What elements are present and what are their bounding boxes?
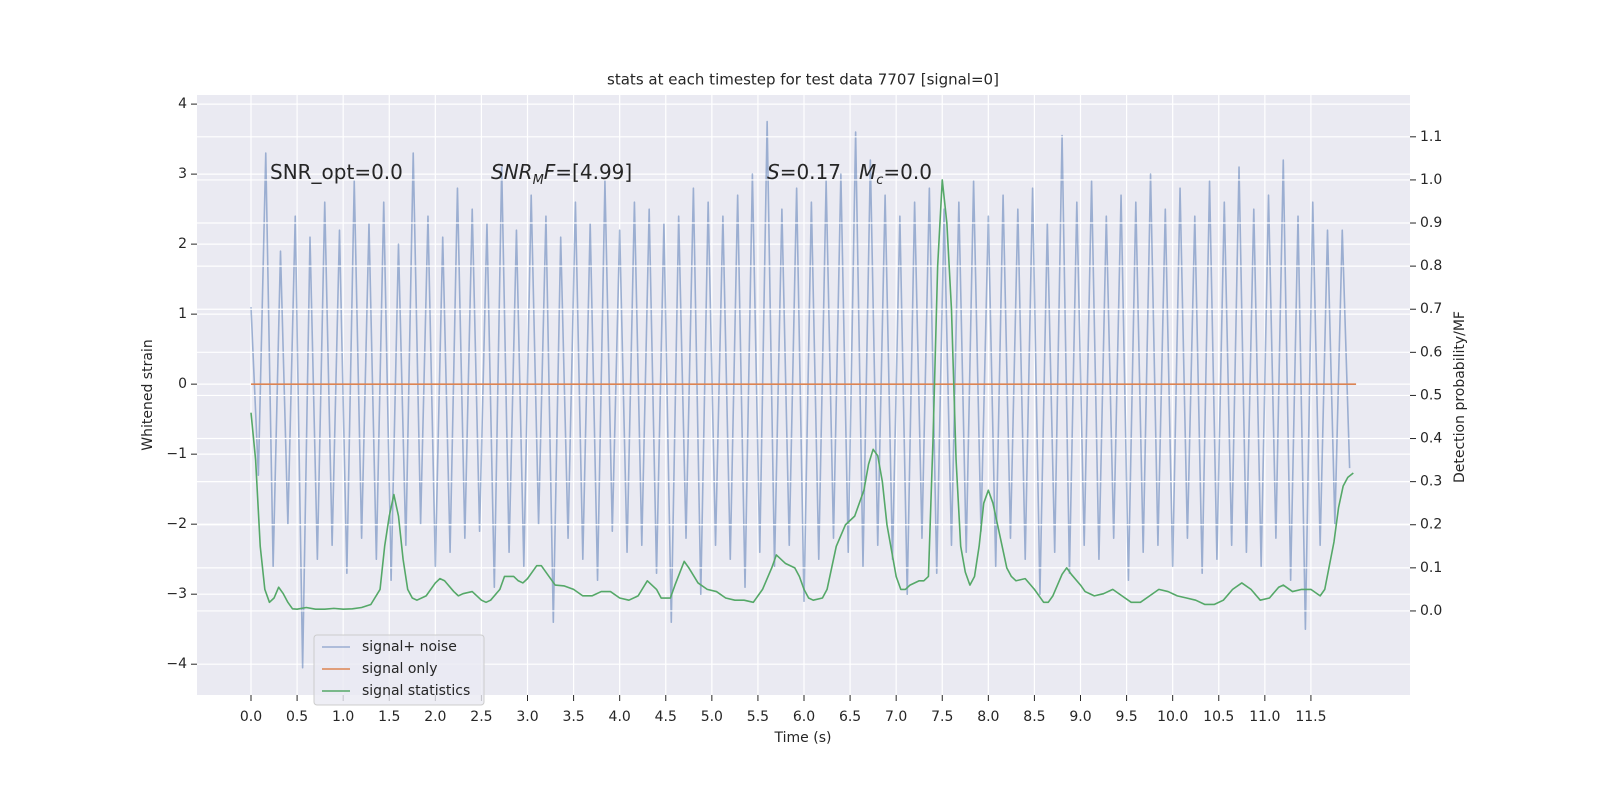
x-tick-label: 6.5: [839, 709, 861, 725]
x-tick-label: 0.5: [286, 709, 308, 725]
x-tick-label: 2.0: [424, 709, 446, 725]
y-tick-label: 3: [178, 166, 187, 182]
x-tick-label: 6.0: [793, 709, 815, 725]
chart-title: stats at each timestep for test data 770…: [607, 71, 999, 89]
x-tick-label: 3.5: [562, 709, 584, 725]
x-tick-label: 9.5: [1115, 709, 1137, 725]
y-tick-label: 4: [178, 96, 187, 112]
y2-axis-label: Detection probability/MF: [1452, 311, 1468, 483]
x-tick-label: 0.0: [240, 709, 262, 725]
y2-tick-label: 1.1: [1420, 129, 1442, 145]
x-axis-label: Time (s): [774, 730, 832, 746]
y-tick-label: −4: [166, 656, 187, 672]
axes: 0.0 0.5 1.0 1.5 2.0 2.5 3.0 3.5 4.0 4.5 5.0 5.5 6.0 6…: [166, 96, 1442, 725]
legend-label: signal statistics: [362, 683, 470, 699]
legend-box: [313, 634, 485, 706]
x-tick-label: 5.5: [747, 709, 769, 725]
annotation: SNRMF=[4.99]: [491, 160, 632, 189]
legend-label: signal+ noise: [362, 639, 457, 655]
legend: signal+ noise signal only signal statistic…: [313, 634, 485, 706]
annotation: S=0.17: [767, 160, 841, 184]
y2-tick-label: 0.6: [1420, 344, 1442, 360]
annotation-part: =0.0: [883, 160, 932, 184]
annotation-part: SNR_opt=0.0: [270, 160, 403, 184]
y2-tick-label: 0.9: [1420, 215, 1442, 231]
y2-tick-label: 0.2: [1420, 517, 1442, 533]
y2-tick-label: 0.8: [1420, 258, 1442, 274]
annotation-part: =0.17: [780, 160, 841, 184]
x-tick-label: 11.0: [1249, 709, 1280, 725]
series-line: [250, 120, 1351, 669]
x-tick-label: 1.5: [378, 709, 400, 725]
x-tick-label: 2.5: [470, 709, 492, 725]
x-tick-label: 5.0: [701, 709, 723, 725]
x-tick-label: 3.0: [516, 709, 538, 725]
x-tick-label: 10.5: [1203, 709, 1234, 725]
legend-label: signal only: [362, 661, 437, 677]
y2-tick-label: 0.5: [1420, 387, 1442, 403]
y2-tick-label: 0.3: [1420, 474, 1442, 490]
annotations: SNR_opt=0.0 SNRMF=[4.99] S=0.17 Mc=0.0: [270, 160, 932, 189]
x-tick-label: 4.0: [609, 709, 631, 725]
y2-tick-label: 0.0: [1420, 603, 1442, 619]
y2-tick-label: 0.7: [1420, 301, 1442, 317]
y-tick-label: 0: [178, 376, 187, 392]
y-tick-label: −3: [166, 586, 187, 602]
x-tick-label: 1.0: [332, 709, 354, 725]
annotation-part: M: [859, 160, 876, 184]
x-tick-label: 7.0: [885, 709, 907, 725]
x-tick-label: 4.5: [655, 709, 677, 725]
annotation-part: =[4.99]: [555, 160, 632, 184]
x-tick-label: 7.5: [931, 709, 953, 725]
annotation: Mc=0.0: [859, 160, 932, 189]
y2-tick-label: 1.0: [1420, 172, 1442, 188]
x-tick-label: 11.5: [1295, 709, 1326, 725]
x-tick-label: 8.5: [1023, 709, 1045, 725]
x-tick-label: 9.0: [1069, 709, 1091, 725]
y-tick-label: −2: [166, 516, 187, 532]
annotation-part: c: [876, 173, 883, 188]
x-tick-label: 10.0: [1157, 709, 1188, 725]
y-tick-label: −1: [166, 446, 187, 462]
y2-tick-label: 0.1: [1420, 560, 1442, 576]
annotation-part: M: [533, 173, 544, 188]
series-layer-y2: [250, 179, 1354, 611]
y2-tick-label: 0.4: [1420, 431, 1442, 447]
series-layer: [250, 120, 1357, 669]
y-tick-label: 2: [178, 236, 187, 252]
y-tick-label: 1: [178, 306, 187, 322]
annotation-part: F: [544, 160, 556, 184]
annotation-part: S: [767, 160, 780, 184]
x-tick-label: 8.0: [977, 709, 999, 725]
annotation: SNR_opt=0.0: [270, 160, 403, 184]
series-line: [250, 179, 1354, 611]
grid-y2: [197, 136, 1410, 612]
annotation-part: SNR: [491, 160, 533, 184]
y-axis-label: Whitened strain: [140, 339, 156, 450]
